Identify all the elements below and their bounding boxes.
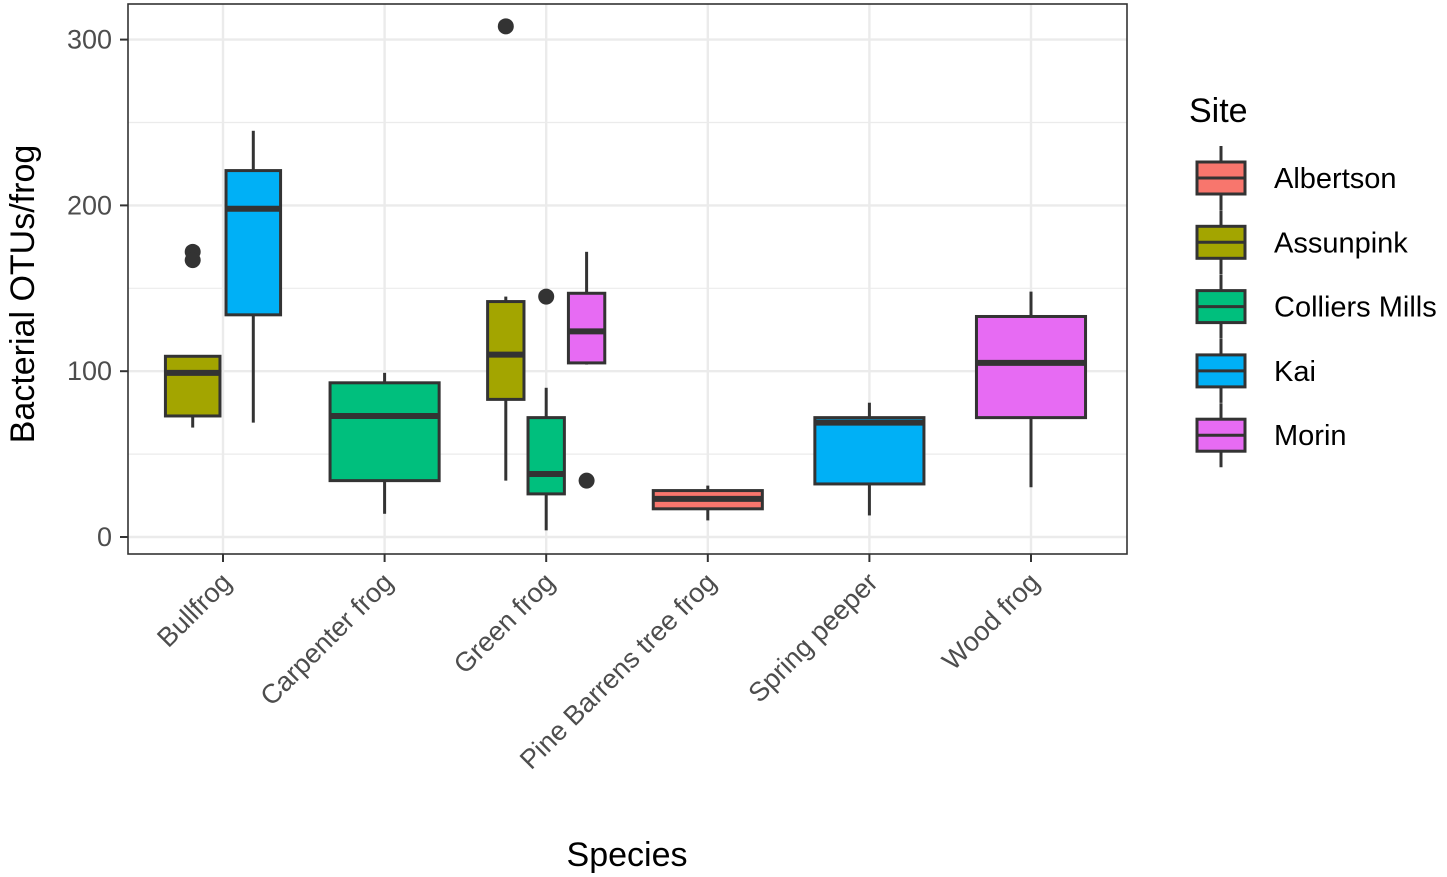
legend-label: Colliers Mills [1274,292,1437,324]
box-body [163,354,222,418]
x-tick-label: Carpenter frog [255,567,399,711]
panel-background [128,4,1127,554]
box-body [526,416,566,496]
box-series [163,18,1088,531]
x-tick-label: Wood frog [936,567,1045,676]
legend-item-kai: Kai [1195,338,1316,403]
box-body [813,416,926,486]
y-tick-label: 0 [97,522,112,552]
legend-label: Assunpink [1274,227,1408,259]
legend-item-albertson: Albertson [1195,146,1397,210]
legend-label: Morin [1274,420,1347,452]
legend-title: Site [1189,92,1248,130]
box-assunpink [163,243,222,428]
box-body [974,314,1088,420]
outlier-point [538,288,555,305]
legend-label: Kai [1274,356,1316,388]
x-tick-label: Spring peeper [742,567,883,708]
y-tick-label: 200 [67,190,112,220]
minor-grid [128,121,1127,455]
legend-item-colliers-mills: Colliers Mills [1195,274,1437,339]
outlier-point [578,472,595,489]
outlier-point [497,18,514,35]
box-body [328,381,441,483]
y-tick-label: 300 [67,25,112,55]
x-tick-label: Bullfrog [151,567,237,653]
legend: Site Albertson Assunpink Colliers Mills Kai… [1189,92,1437,468]
legend-item-assunpink: Assunpink [1195,210,1408,275]
legend-label: Albertson [1274,163,1397,195]
y-axis: 0 100 200 300 [67,25,128,552]
box-body [566,291,607,365]
panel-border [127,3,1128,555]
box-morin [566,251,607,489]
box-morin [974,291,1088,488]
box-colliers-mills [526,288,566,531]
box-body [486,300,526,401]
box-kai [224,130,283,423]
box-assunpink [486,18,526,481]
box-kai [813,402,926,516]
y-tick-label: 100 [67,356,112,386]
x-tick-label: Green frog [448,567,560,679]
box-colliers-mills [328,372,441,514]
legend-item-morin: Morin [1195,403,1347,468]
x-axis-title: Species [567,836,688,874]
y-axis-title: Bacterial OTUs/frog [4,145,42,444]
outlier-point [184,252,201,269]
box-body [224,169,283,317]
box-albertson [651,485,764,521]
